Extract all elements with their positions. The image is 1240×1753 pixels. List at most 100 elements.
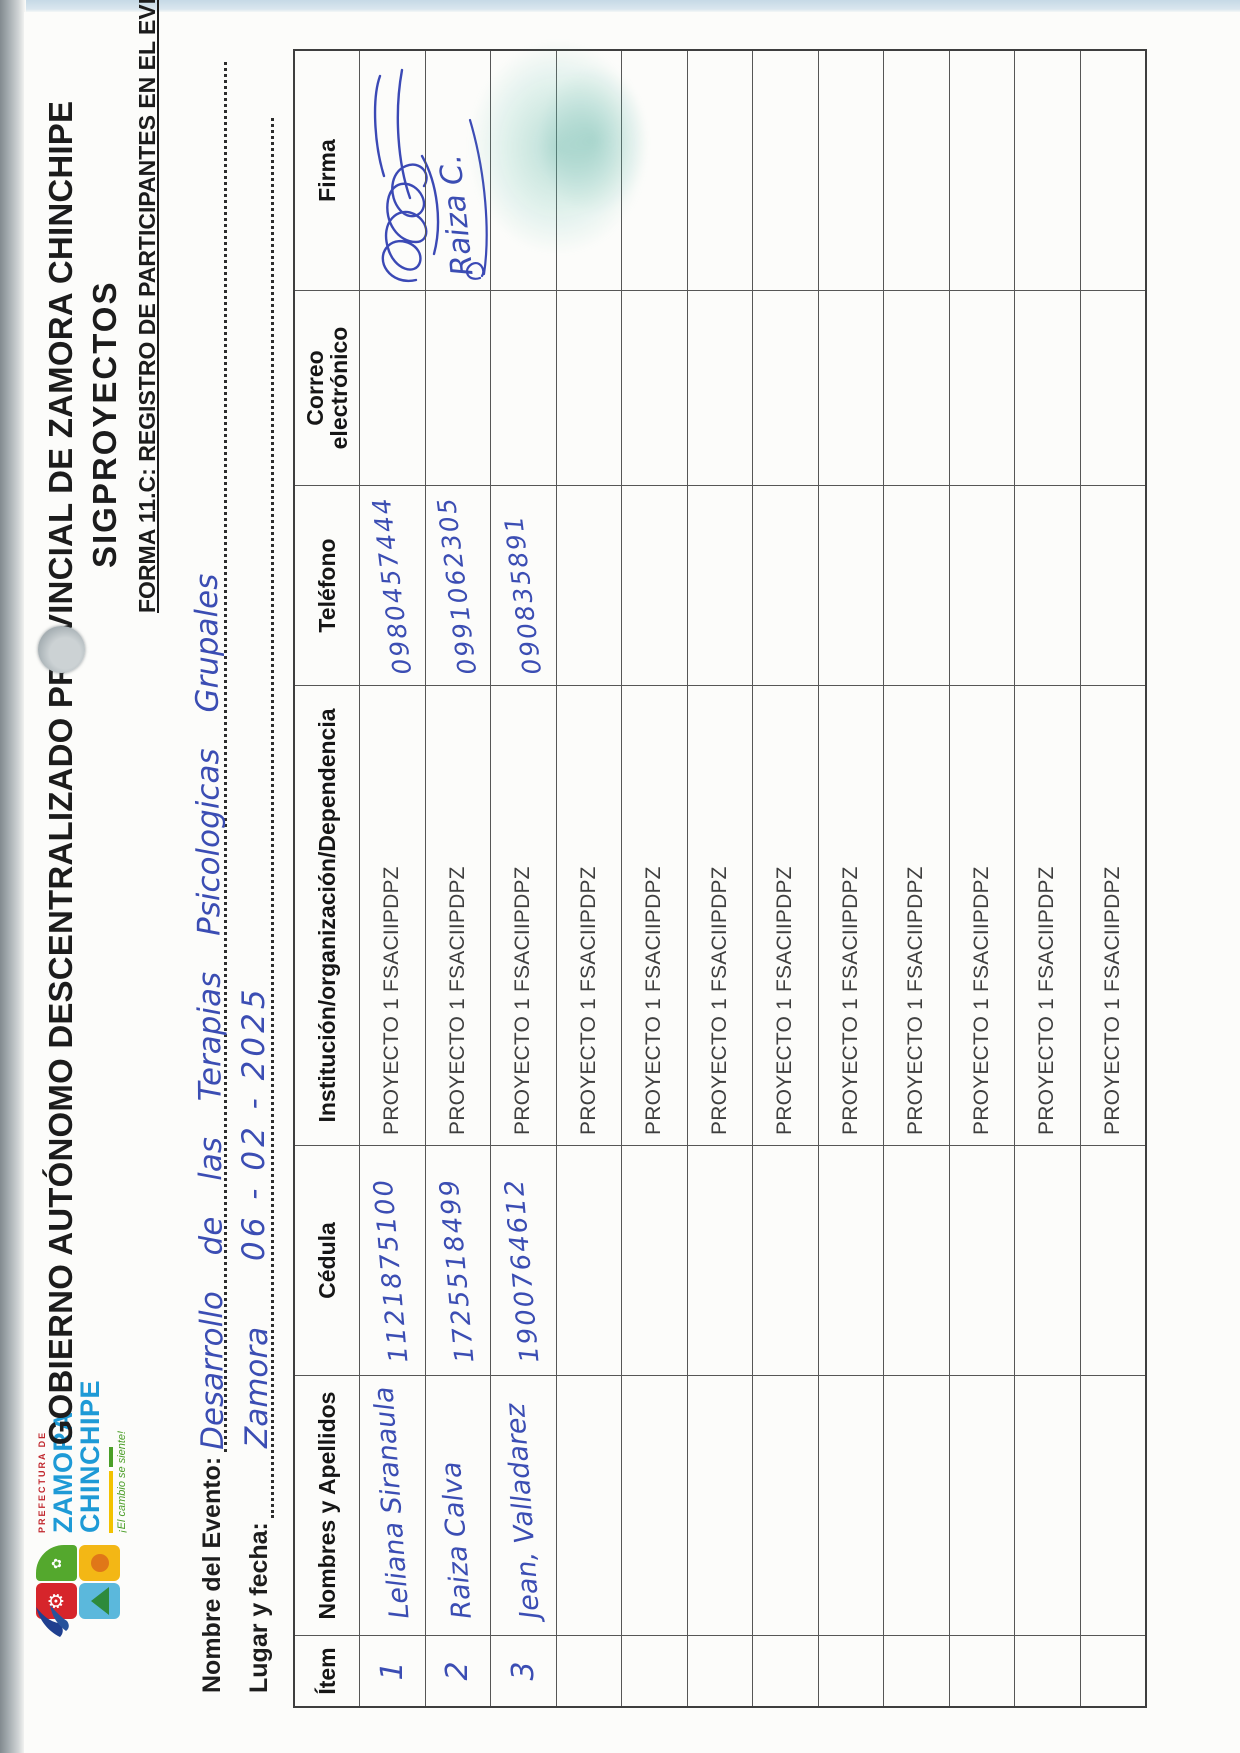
date-value-handwriting: 06 - 02 - 2025 xyxy=(236,985,272,1261)
table-row-cell-cedula xyxy=(686,1146,752,1376)
col-header-phone: Teléfono xyxy=(295,486,359,686)
col-header-item: Ítem xyxy=(313,1647,340,1695)
table-row-cell-cedula: 1900764612 xyxy=(490,1146,556,1376)
scan-edge-top xyxy=(0,0,1240,13)
table-row-cell-phone xyxy=(1014,486,1080,686)
table-row-cell-phone xyxy=(948,486,1014,686)
table-row-cell-phone xyxy=(686,486,752,686)
mountain-icon xyxy=(79,1583,120,1619)
table-row-cell-email xyxy=(817,291,883,486)
table-row-cell-item xyxy=(948,1636,1014,1706)
table-row-cell-item xyxy=(621,1636,687,1706)
table-row-cell-institution: PROYECTO 1 FSACIIPDPZ xyxy=(621,686,687,1146)
table-row-cell-name xyxy=(686,1376,752,1636)
table-row-cell-email xyxy=(490,291,556,486)
fingerprint-smudge xyxy=(468,40,648,255)
prefecture-emblem: ⚙ ✿ xyxy=(32,1543,124,1637)
table-row-cell-name: Leliana Siranaula xyxy=(359,1376,425,1636)
participants-table: Ítem Nombres y Apellidos Cédula Instituc… xyxy=(293,49,1147,1708)
table-row-cell-name xyxy=(1014,1376,1080,1636)
table-row-cell-cedula xyxy=(1079,1146,1145,1376)
table-row-cell-signature xyxy=(752,51,818,291)
table-row-cell-institution: PROYECTO 1 FSACIIPDPZ xyxy=(359,686,425,1146)
table-row-cell-name xyxy=(1079,1376,1145,1636)
scan-edge-left xyxy=(0,0,26,1753)
form-title: FORMA 11.C: REGISTRO DE PARTICIPANTES EN… xyxy=(134,0,160,613)
col-header-email: Correo electrónico xyxy=(295,291,359,486)
event-value-handwriting: Desarrollo de las Terapias Psicologicas … xyxy=(188,573,232,1451)
letterhead-titles: GOBIERNO AUTÓNOMO DESCENTRALIZADO PROVIN… xyxy=(42,0,161,1503)
place-date-field: Lugar y fecha: xyxy=(241,117,279,1693)
table-row-cell-item: 2 xyxy=(424,1636,490,1706)
table-row-cell-email xyxy=(948,291,1014,486)
col-header-institution: Institución/organización/Dependencia xyxy=(295,686,359,1146)
table-row-cell-item xyxy=(555,1636,621,1706)
punch-hole-mark xyxy=(38,626,85,673)
table-row-cell-signature xyxy=(359,51,440,291)
table-row-cell-signature xyxy=(948,51,1014,291)
table-row-cell-item xyxy=(883,1636,949,1706)
table-row-cell-email xyxy=(752,291,818,486)
org-title: GOBIERNO AUTÓNOMO DESCENTRALIZADO PROVIN… xyxy=(42,100,79,1446)
table-row-cell-phone xyxy=(752,486,818,686)
table-row-cell-email xyxy=(555,291,621,486)
table-row-cell-signature xyxy=(817,51,883,291)
table-row-cell-email xyxy=(1079,291,1145,486)
table-row-cell-institution: PROYECTO 1 FSACIIPDPZ xyxy=(555,686,621,1146)
system-title: SIGPROYECTOS xyxy=(86,280,123,568)
table-row-cell-phone xyxy=(621,486,687,686)
bird-icon xyxy=(36,1605,69,1637)
table-row-cell-institution: PROYECTO 1 FSACIIPDPZ xyxy=(490,686,556,1146)
table-row-cell-item: 3 xyxy=(490,1636,556,1706)
table-row-cell-email xyxy=(359,291,425,486)
table-row-cell-phone: 090835891 xyxy=(490,486,556,686)
table-row-cell-item xyxy=(686,1636,752,1706)
table-row-cell-item xyxy=(752,1636,818,1706)
place-dotted-line xyxy=(241,117,274,1518)
table-row-cell-email xyxy=(424,291,490,486)
table-row-cell-phone: 0980457444 xyxy=(359,486,425,686)
table-row-cell-name xyxy=(752,1376,818,1636)
place-value-handwriting: Zamora xyxy=(239,1326,275,1448)
table-row-cell-cedula xyxy=(1014,1146,1080,1376)
table-row-cell-phone xyxy=(817,486,883,686)
table-row-cell-institution: PROYECTO 1 FSACIIPDPZ xyxy=(1014,686,1080,1146)
table-row-cell-email xyxy=(883,291,949,486)
table-row-cell-item xyxy=(1014,1636,1080,1706)
place-date-label: Lugar y fecha: xyxy=(245,1522,273,1693)
table-row-cell-cedula xyxy=(948,1146,1014,1376)
table-row-cell-name xyxy=(883,1376,949,1636)
flower-icon: ✿ xyxy=(36,1545,77,1581)
table-row-cell-institution: PROYECTO 1 FSACIIPDPZ xyxy=(686,686,752,1146)
table-row-cell-cedula xyxy=(621,1146,687,1376)
table-row-cell-name xyxy=(621,1376,687,1636)
table-row-cell-institution: PROYECTO 1 FSACIIPDPZ xyxy=(948,686,1014,1146)
table-row-cell-signature xyxy=(1079,51,1145,291)
table-row-cell-phone: 0991062305 xyxy=(424,486,490,686)
table-row-cell-name: Jean, Valladarez xyxy=(490,1376,556,1636)
table-row-cell-institution: PROYECTO 1 FSACIIPDPZ xyxy=(883,686,949,1146)
table-row-cell-cedula: 1121875100 xyxy=(359,1146,425,1376)
table-row-cell-email xyxy=(1014,291,1080,486)
table-row-cell-email xyxy=(621,291,687,486)
table-row-cell-phone xyxy=(555,486,621,686)
table-row-cell-item xyxy=(817,1636,883,1706)
table-row-cell-institution: PROYECTO 1 FSACIIPDPZ xyxy=(1079,686,1145,1146)
table-row-cell-item: 1 xyxy=(359,1636,425,1706)
paper-sheet xyxy=(24,12,1240,1753)
prefecture-logo: ⚙ ✿ PREFECTURA DE ZAMORA CHINCHIPE ¡El c… xyxy=(32,1380,128,1637)
table-row-cell-phone xyxy=(883,486,949,686)
table-row-cell-phone xyxy=(1079,486,1145,686)
signature-scribble xyxy=(373,68,440,283)
table-row-cell-cedula: 1725518499 xyxy=(424,1146,490,1376)
table-row-cell-name: Raiza Calva xyxy=(424,1376,490,1636)
col-header-cedula: Cédula xyxy=(295,1146,359,1376)
table-row-cell-institution: PROYECTO 1 FSACIIPDPZ xyxy=(752,686,818,1146)
table-row-cell-item xyxy=(1079,1636,1145,1706)
table-row-cell-signature xyxy=(686,51,752,291)
table-row-cell-name xyxy=(555,1376,621,1636)
table-row-cell-institution: PROYECTO 1 FSACIIPDPZ xyxy=(817,686,883,1146)
table-row-cell-signature xyxy=(1014,51,1080,291)
